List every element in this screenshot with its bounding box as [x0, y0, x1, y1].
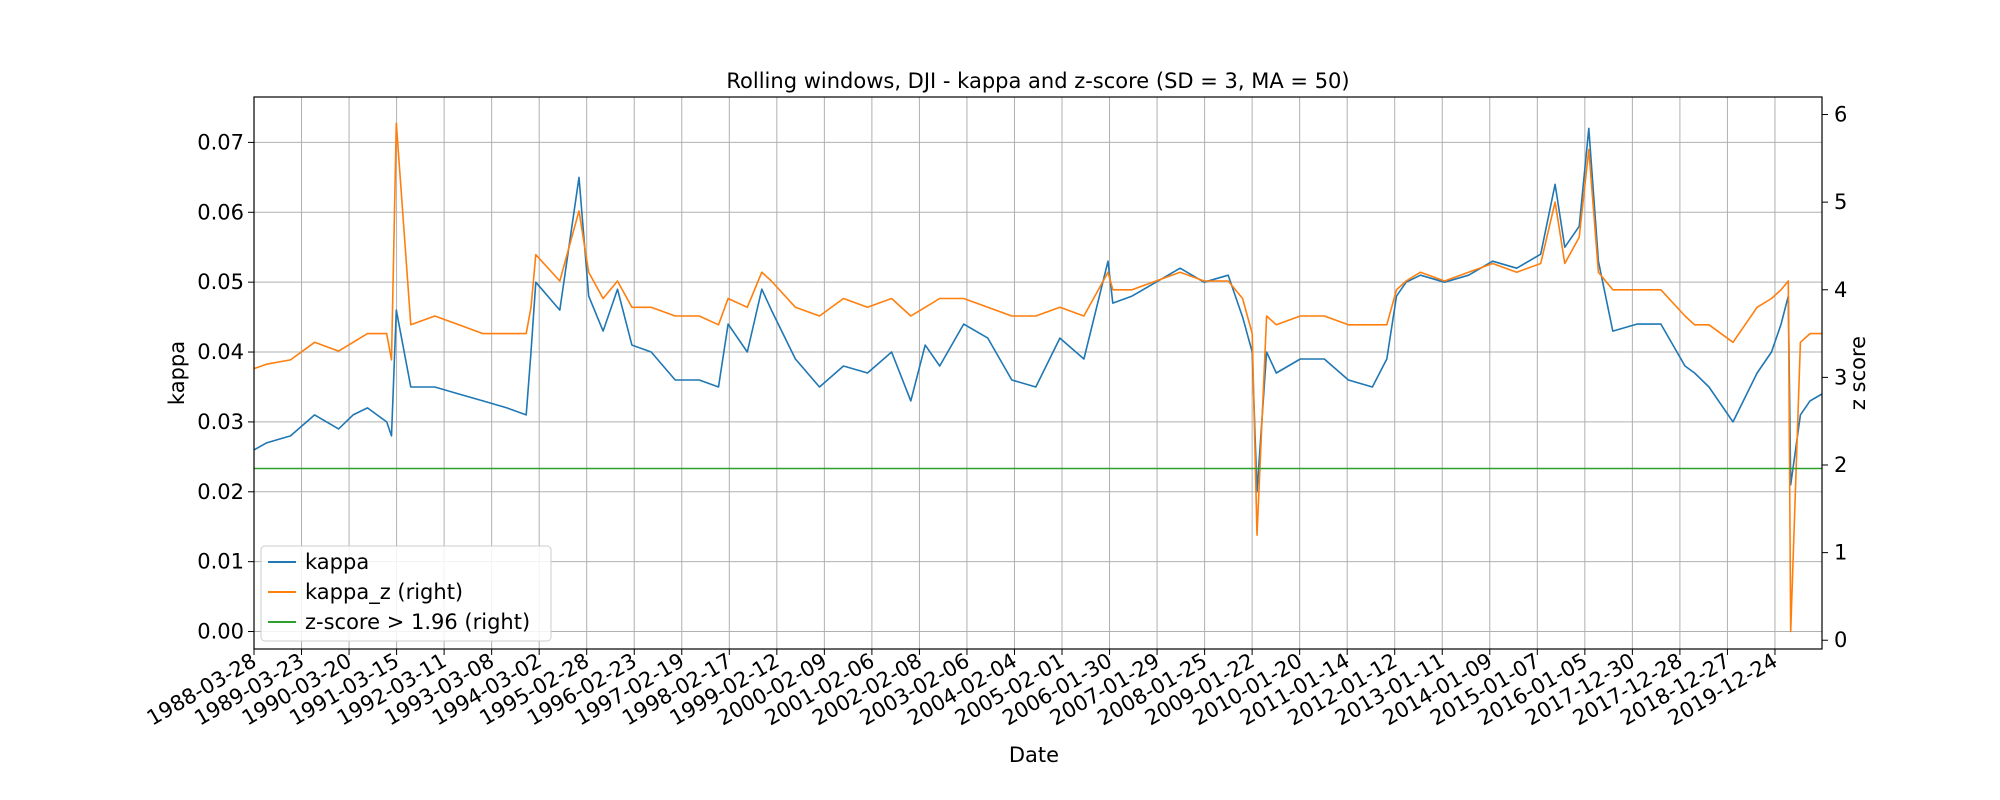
y-left-tick-label: 0.02: [197, 480, 244, 504]
legend-label-kappa-z: kappa_z (right): [305, 580, 463, 605]
y-right-axis: 0 1 2 3 4 5 6: [1822, 103, 1847, 652]
y-axis-label-left: kappa: [165, 341, 189, 405]
grid: [253, 97, 1822, 649]
y-left-tick-label: 0.01: [197, 550, 244, 574]
plot-frame: [253, 96, 1823, 650]
y-left-tick-label: 0.04: [197, 340, 244, 364]
chart-title: Rolling windows, DJI - kappa and z-score…: [726, 69, 1349, 93]
y-left-tick-label: 0.07: [197, 130, 244, 154]
y-left-tick-label: 0.03: [197, 410, 244, 434]
y-right-tick-label: 4: [1834, 278, 1847, 302]
y-right-tick-label: 5: [1834, 190, 1847, 214]
y-left-tick-label: 0.00: [197, 620, 244, 644]
x-axis: 1988-03-281989-03-231990-03-201991-03-15…: [143, 649, 1782, 731]
legend-box: [260, 545, 552, 642]
y-right-tick-label: 6: [1834, 103, 1847, 127]
legend: kappa kappa_z (right) z-score > 1.96 (ri…: [260, 545, 552, 642]
x-axis-label: Date: [1009, 743, 1059, 767]
y-right-tick-label: 2: [1834, 453, 1847, 477]
series-line-kappa-z-right-: [253, 122, 1822, 633]
legend-label-threshold: z-score > 1.96 (right): [305, 610, 530, 634]
series-layer: [253, 122, 1823, 633]
y-right-tick-label: 1: [1834, 541, 1847, 565]
series-line-kappa: [253, 127, 1823, 493]
y-left-axis: 0.00 0.01 0.02 0.03 0.04 0.05 0.06 0.07: [197, 130, 254, 644]
y-right-tick-label: 3: [1834, 365, 1847, 389]
legend-label-kappa: kappa: [305, 550, 369, 574]
y-left-tick-label: 0.06: [197, 200, 244, 224]
y-right-tick-label: 0: [1834, 628, 1847, 652]
y-left-tick-label: 0.05: [197, 270, 244, 294]
y-axis-label-right: z score: [1846, 336, 1870, 410]
